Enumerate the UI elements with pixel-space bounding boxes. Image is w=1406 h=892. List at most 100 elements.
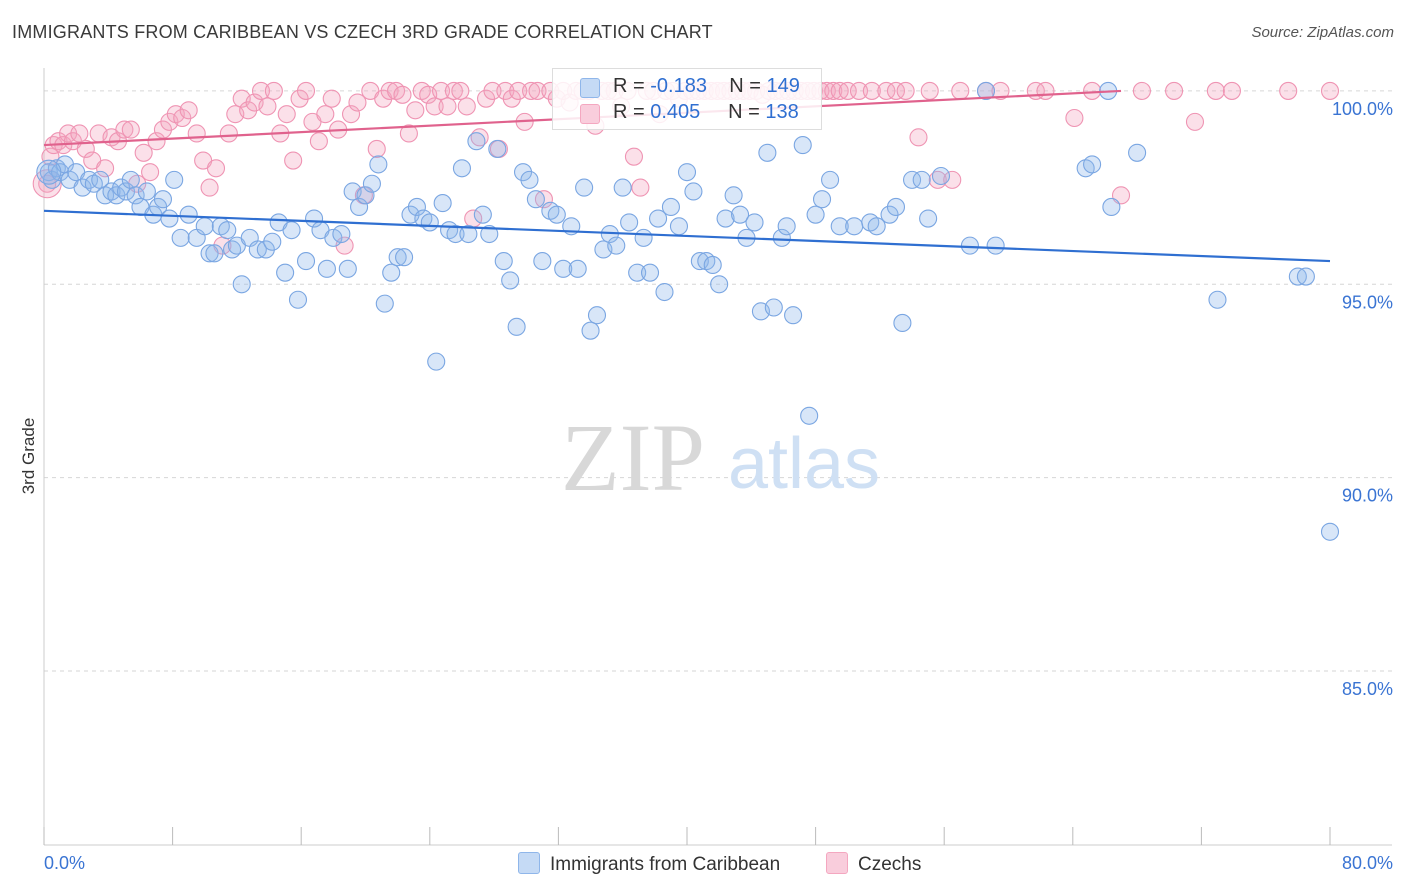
caribbean-point bbox=[488, 139, 507, 158]
caribbean-point bbox=[703, 255, 722, 275]
caribbean-point bbox=[200, 244, 219, 263]
caribbean-point bbox=[116, 182, 136, 201]
caribbean-point bbox=[407, 197, 426, 216]
caribbean-point bbox=[296, 252, 316, 271]
caribbean-point bbox=[121, 170, 140, 189]
caribbean-point bbox=[218, 221, 237, 240]
legend-r-value: 0.405 bbox=[650, 101, 701, 123]
caribbean-point bbox=[126, 186, 145, 205]
grid-lines bbox=[44, 90, 1392, 672]
bottom-legend-label: Czechs bbox=[858, 854, 922, 875]
caribbean-point bbox=[986, 236, 1005, 255]
caribbean-point bbox=[764, 298, 783, 317]
czech-point bbox=[147, 132, 166, 151]
caribbean-point bbox=[758, 143, 777, 162]
caribbean-point bbox=[821, 170, 840, 189]
legend-r-label: R = bbox=[613, 75, 651, 97]
caribbean-point bbox=[547, 205, 566, 224]
caribbean-point bbox=[160, 209, 179, 228]
watermark: ZIP atlas bbox=[561, 404, 880, 511]
caribbean-point bbox=[724, 186, 743, 205]
caribbean-point bbox=[520, 170, 539, 189]
caribbean-point bbox=[867, 217, 886, 236]
bottom-legend-swatch-blue bbox=[518, 852, 540, 874]
czech-point bbox=[425, 97, 444, 116]
caribbean-point bbox=[452, 159, 472, 178]
caribbean-point bbox=[1128, 143, 1147, 162]
czech-point bbox=[451, 81, 470, 100]
czech-point bbox=[896, 81, 915, 100]
czech-point bbox=[909, 128, 928, 147]
caribbean-point bbox=[137, 182, 156, 201]
legend-swatch-blue bbox=[580, 78, 600, 98]
caribbean-point-large bbox=[36, 159, 62, 185]
caribbean-point bbox=[382, 263, 401, 282]
caribbean-point bbox=[317, 259, 336, 278]
czech-point bbox=[943, 170, 962, 189]
caribbean-point bbox=[507, 317, 526, 336]
czech-point bbox=[1083, 81, 1102, 100]
czech-point bbox=[991, 81, 1010, 100]
czech-point bbox=[296, 81, 316, 100]
caribbean-point bbox=[1102, 197, 1121, 216]
caribbean-point bbox=[282, 221, 301, 240]
czech-point bbox=[1222, 81, 1241, 100]
caribbean-point bbox=[772, 228, 791, 247]
czech-point bbox=[367, 139, 386, 158]
bottom-legend-label: Immigrants from Caribbean bbox=[550, 854, 781, 875]
caribbean-point bbox=[784, 306, 803, 325]
caribbean-point bbox=[628, 263, 647, 282]
caribbean-point bbox=[677, 163, 697, 182]
caribbean-point bbox=[710, 275, 729, 294]
czech-point bbox=[115, 120, 134, 139]
caribbean-point bbox=[459, 224, 478, 244]
caribbean-point bbox=[806, 205, 825, 224]
caribbean-point bbox=[620, 213, 639, 232]
czech-point bbox=[322, 89, 341, 108]
trend-line-caribbean bbox=[43, 209, 1331, 263]
series-caribbean-points bbox=[36, 81, 1340, 541]
caribbean-point bbox=[388, 248, 407, 267]
caribbean-point bbox=[931, 166, 951, 186]
axes bbox=[43, 68, 1392, 846]
caribbean-point bbox=[554, 259, 573, 278]
x-tick-label-end: 80.0% bbox=[1342, 853, 1393, 873]
caribbean-point bbox=[1083, 155, 1102, 174]
caribbean-point bbox=[1320, 522, 1340, 541]
bottom-legend-czechs: Czechs bbox=[826, 852, 921, 876]
czech-point bbox=[1279, 81, 1298, 100]
caribbean-point bbox=[205, 244, 224, 263]
czech-point bbox=[951, 81, 970, 100]
caribbean-point bbox=[716, 209, 735, 228]
caribbean-point bbox=[501, 271, 520, 290]
caribbean-point bbox=[375, 294, 394, 313]
caribbean-point bbox=[276, 263, 295, 282]
czech-point bbox=[509, 81, 528, 100]
caribbean-point bbox=[533, 252, 552, 271]
caribbean-point bbox=[745, 213, 764, 232]
caribbean-point bbox=[1208, 290, 1227, 309]
caribbean-point bbox=[640, 263, 660, 282]
czech-point bbox=[1065, 108, 1084, 128]
caribbean-point bbox=[494, 252, 513, 271]
czech-point bbox=[258, 97, 277, 116]
caribbean-point bbox=[812, 190, 832, 209]
caribbean-point bbox=[919, 209, 938, 228]
y-tick-label: 100.0% bbox=[1332, 99, 1393, 119]
caribbean-point bbox=[179, 205, 198, 224]
caribbean-point bbox=[263, 232, 282, 251]
caribbean-point bbox=[960, 236, 979, 255]
caribbean-point bbox=[568, 259, 587, 278]
czech-point bbox=[341, 105, 361, 124]
czech-point bbox=[444, 81, 463, 100]
czech-point bbox=[1206, 81, 1225, 100]
caribbean-point bbox=[684, 182, 703, 201]
czech-point bbox=[877, 81, 896, 100]
caribbean-point bbox=[634, 228, 653, 247]
czech-point bbox=[824, 81, 843, 100]
czech-point bbox=[1165, 81, 1184, 100]
caribbean-point bbox=[613, 178, 632, 197]
czech-point bbox=[631, 178, 650, 197]
czech-point bbox=[886, 81, 906, 100]
